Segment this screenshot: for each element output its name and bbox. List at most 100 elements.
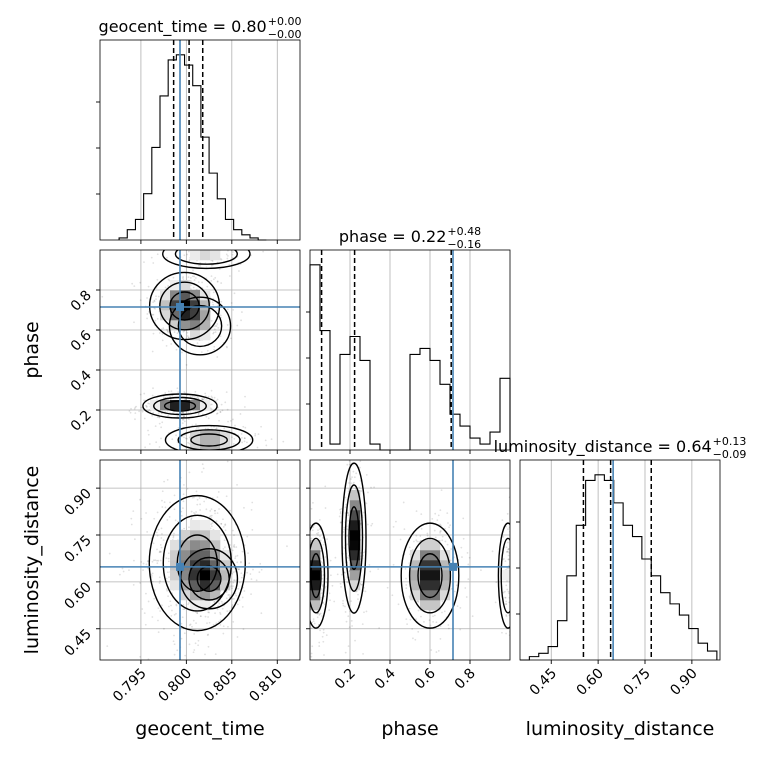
sample-point <box>143 399 145 402</box>
sample-point <box>145 563 148 566</box>
sample-point <box>216 512 219 515</box>
sample-point <box>303 590 305 592</box>
sample-point <box>167 552 170 555</box>
sample-point <box>233 534 235 537</box>
sample-point <box>392 525 395 528</box>
sample-point <box>130 407 132 410</box>
sample-point <box>307 595 309 597</box>
sample-point <box>220 258 223 261</box>
density-cell <box>190 590 201 601</box>
sample-point <box>316 612 319 615</box>
sample-point <box>355 590 358 593</box>
sample-point <box>306 593 308 595</box>
sample-point <box>225 591 228 594</box>
sample-point <box>204 392 207 395</box>
sample-point <box>129 411 132 414</box>
sample-point <box>395 520 397 523</box>
density-cell <box>200 290 211 301</box>
sample-point <box>200 397 203 400</box>
sample-point <box>234 557 237 560</box>
sample-point <box>439 531 442 534</box>
sample-point <box>216 356 219 358</box>
density-cell <box>180 540 191 551</box>
sample-point <box>152 313 155 316</box>
sample-point <box>190 284 192 287</box>
sample-point <box>348 463 351 466</box>
hist-geocent_time-frame <box>99 39 301 241</box>
sample-point <box>161 532 163 535</box>
density-cell <box>350 490 361 501</box>
sample-point <box>319 535 321 538</box>
sample-point <box>224 524 227 527</box>
title-minus: −0.09 <box>713 448 747 461</box>
sample-point <box>339 510 342 513</box>
sample-point <box>160 527 163 530</box>
sample-point <box>218 268 221 271</box>
density-cell <box>190 440 201 450</box>
density-cell <box>200 430 211 441</box>
sample-point <box>227 420 229 423</box>
sample-point <box>222 518 224 521</box>
sample-point <box>244 395 246 398</box>
sample-point <box>161 490 164 493</box>
sample-point <box>234 424 236 427</box>
sample-point <box>320 564 323 567</box>
sample-point <box>301 606 303 608</box>
sample-point <box>160 426 163 429</box>
sample-point <box>142 562 145 565</box>
sample-point <box>506 588 509 591</box>
sample-point <box>505 525 507 528</box>
sample-point <box>459 628 462 631</box>
sample-point <box>328 609 331 611</box>
sample-point <box>441 539 444 542</box>
sample-point <box>184 397 187 400</box>
sample-point <box>201 463 204 466</box>
sample-point <box>231 587 234 590</box>
sample-point <box>210 514 213 517</box>
sample-point <box>207 244 209 246</box>
sample-point <box>508 592 510 595</box>
sample-point <box>140 561 143 563</box>
sample-point <box>223 539 226 542</box>
sample-point <box>225 597 228 600</box>
sample-point <box>216 412 219 415</box>
sample-point <box>426 532 429 535</box>
sample-point <box>196 503 199 506</box>
sample-point <box>402 501 405 504</box>
sample-point <box>406 623 408 626</box>
sample-point <box>220 600 223 603</box>
sample-point <box>225 391 228 394</box>
sample-point <box>197 426 200 429</box>
sample-point <box>363 511 365 514</box>
sample-point <box>254 432 257 435</box>
sample-point <box>204 653 206 656</box>
sample-point <box>143 392 146 395</box>
sample-point <box>147 433 150 436</box>
sample-point <box>250 578 253 580</box>
sample-point <box>491 550 494 553</box>
sample-point <box>441 611 443 614</box>
sample-point <box>207 645 210 648</box>
sample-point <box>151 572 154 575</box>
sample-point <box>501 631 503 634</box>
sample-point <box>307 561 309 563</box>
sample-point <box>329 559 332 562</box>
sample-point <box>210 389 213 392</box>
hist-phase-frame <box>309 249 511 451</box>
sample-point <box>156 511 159 514</box>
sample-point <box>217 451 219 453</box>
sample-point <box>170 614 173 617</box>
sample-point <box>348 488 351 491</box>
sample-point <box>339 582 342 585</box>
sample-point <box>366 523 369 526</box>
sample-point <box>305 571 307 573</box>
sample-point <box>306 594 308 596</box>
lines-layer <box>96 39 721 664</box>
sample-point <box>432 621 434 623</box>
density-cell <box>170 560 181 571</box>
sample-point <box>423 620 425 623</box>
sample-point <box>226 308 229 311</box>
density-cell <box>200 330 211 341</box>
density-cell <box>410 570 421 581</box>
sample-point <box>215 325 218 327</box>
